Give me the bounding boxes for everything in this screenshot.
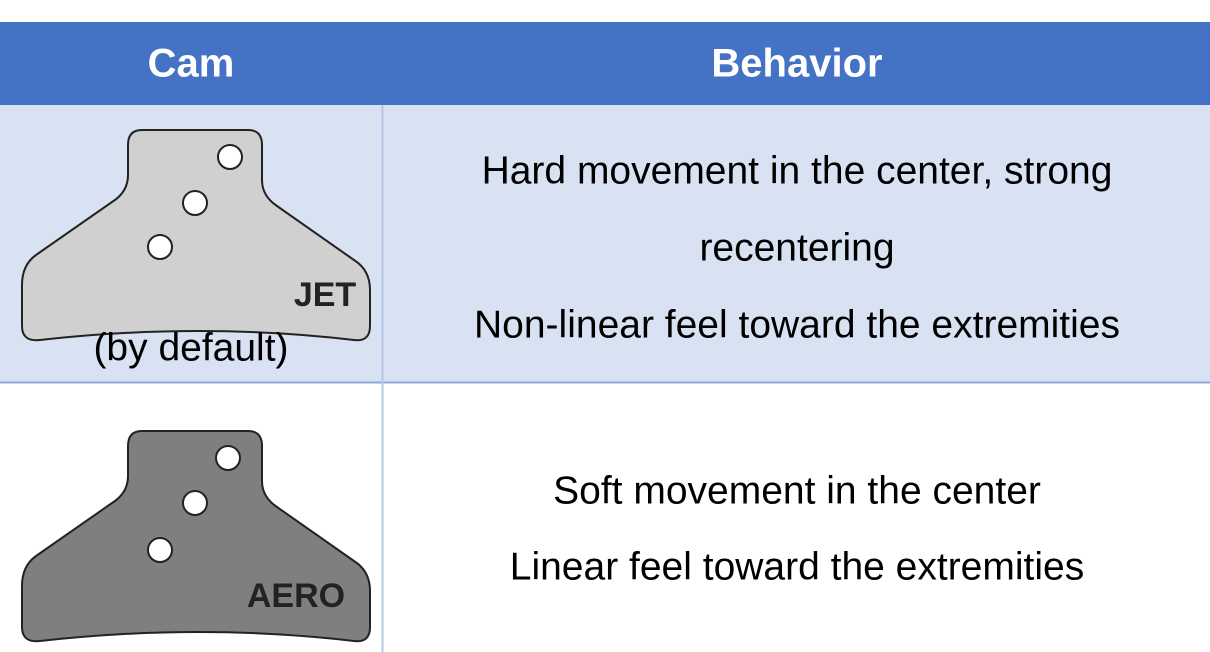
header-cell: Cam — [148, 42, 235, 86]
cam-note: (by default) — [93, 326, 288, 369]
behavior-line: Linear feel toward the extremities — [510, 545, 1084, 588]
header-cell: Behavior — [711, 42, 882, 86]
cam-label: AERO — [247, 577, 345, 615]
behavior-line: Non-linear feel toward the extremities — [474, 303, 1120, 346]
behavior-line: recentering — [699, 226, 894, 269]
behavior-line: Hard movement in the center, strong — [482, 149, 1113, 192]
cam-label: JET — [294, 276, 357, 314]
behavior-line: Soft movement in the center — [553, 469, 1041, 512]
jet-cam — [21, 129, 371, 342]
aero-cam — [21, 430, 371, 643]
header-bg — [0, 22, 1210, 105]
